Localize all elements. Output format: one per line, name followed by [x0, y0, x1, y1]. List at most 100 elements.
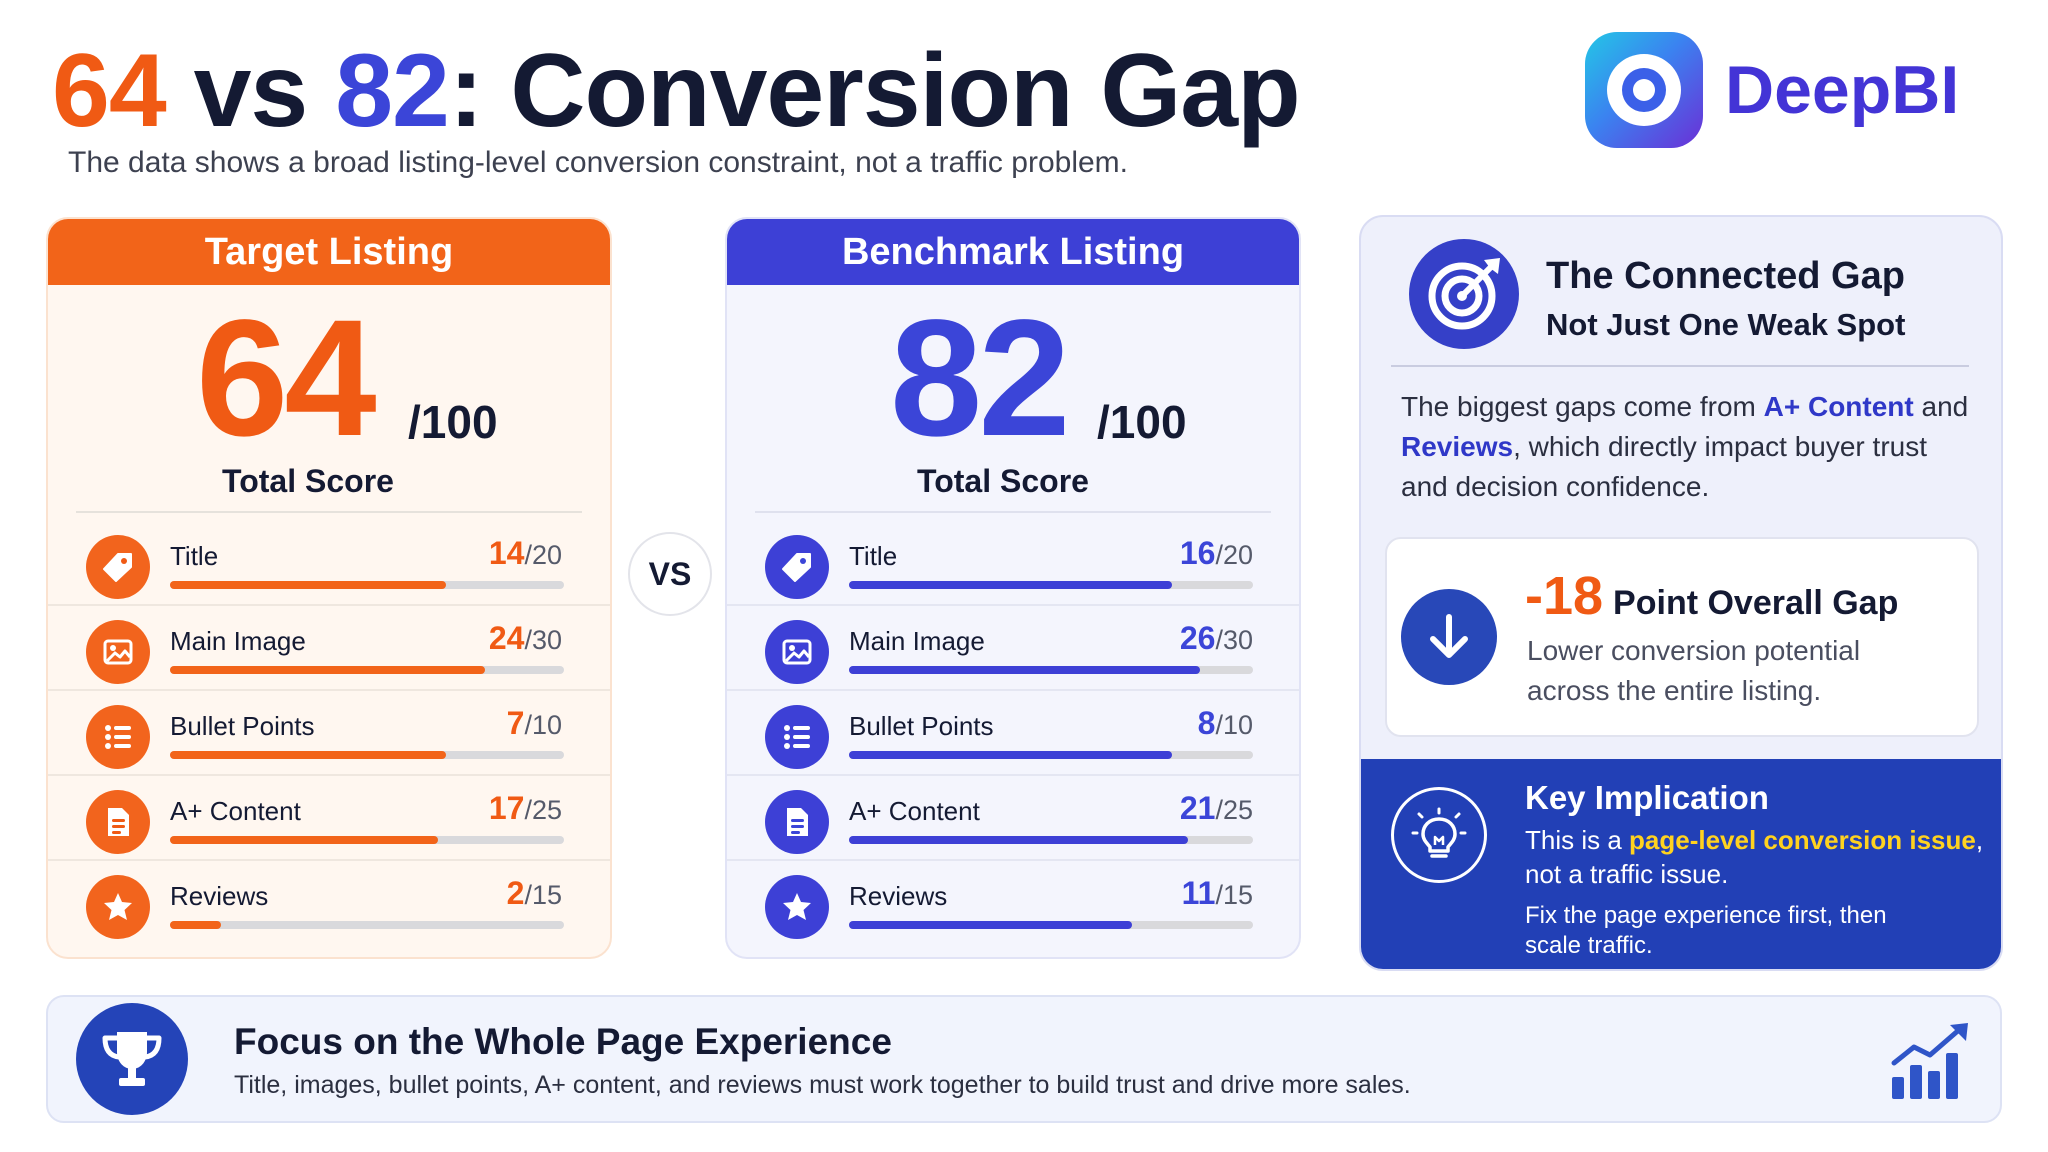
growth-chart-icon: [1891, 1023, 1968, 1099]
metric-score-value: 24: [488, 620, 525, 656]
metric-row-a-content: A+ Content 17/25: [48, 776, 610, 861]
progress-bar-fill: [849, 666, 1201, 674]
document-icon: [765, 790, 829, 854]
progress-bar-track: [849, 836, 1253, 844]
progress-bar-fill: [170, 921, 222, 929]
body-text: and: [1913, 391, 1969, 422]
metric-score-max: /10: [1215, 710, 1253, 740]
highlight-aplus: A+ Content: [1763, 391, 1914, 422]
metric-score: 26/30: [1180, 620, 1253, 657]
progress-bar-fill: [170, 581, 446, 589]
progress-bar-track: [170, 581, 564, 589]
implication-title: Key Implication: [1525, 779, 1769, 816]
metric-score-value: 2: [506, 875, 525, 911]
metric-score-value: 17: [488, 790, 525, 826]
metric-label: Title: [170, 541, 219, 571]
metric-row-bullet-points: Bullet Points 8/10: [727, 691, 1299, 776]
brand-name: DeepBI: [1725, 52, 1960, 128]
page-title: 64 vs 82: Conversion Gap: [52, 26, 1301, 156]
benchmark-listing-card: Benchmark Listing 82 /100 Total Score Ti…: [725, 217, 1301, 959]
key-implication-box: Key Implication This is a page-level con…: [1361, 759, 2001, 969]
star-icon: [86, 875, 150, 939]
body-text: This is a: [1525, 825, 1630, 855]
metric-score-value: 16: [1179, 535, 1216, 571]
metric-score: 16/20: [1180, 535, 1253, 572]
target-score-max: /100: [408, 396, 498, 448]
highlight-reviews: Reviews: [1401, 431, 1514, 462]
implication-advice: Fix the page experience first, then scal…: [1525, 902, 1887, 959]
metric-score: 14/20: [489, 535, 562, 572]
title-rest: : Conversion Gap: [448, 33, 1301, 149]
gap-panel-title: The Connected Gap: [1546, 255, 1905, 297]
progress-bar-fill: [849, 921, 1132, 929]
progress-bar-track: [170, 836, 564, 844]
brand: DeepBI: [1585, 32, 1959, 148]
gap-panel-subtitle: Not Just One Weak Spot: [1546, 307, 1906, 342]
title-vs: vs: [193, 33, 309, 149]
progress-bar-track: [170, 751, 564, 759]
gap-value: -18: [1525, 566, 1604, 626]
metric-row-main-image: Main Image 26/30: [727, 606, 1299, 691]
progress-bar-fill: [849, 836, 1189, 844]
lightbulb-icon: [1391, 787, 1487, 883]
gap-label: Point Overall Gap: [1613, 584, 1899, 622]
overall-gap-title: -18 Point Overall Gap: [1525, 565, 1898, 627]
progress-bar-fill: [170, 751, 446, 759]
metric-score-max: /10: [524, 710, 562, 740]
metric-label: Reviews: [849, 881, 948, 911]
focus-banner: Focus on the Whole Page Experience Title…: [46, 995, 2002, 1123]
progress-bar-track: [849, 921, 1253, 929]
target-card-heading: Target Listing: [48, 219, 610, 285]
metric-score-value: 21: [1179, 790, 1216, 826]
document-icon: [86, 790, 150, 854]
target-score-line: 64 /100: [48, 286, 610, 471]
metric-score-max: /30: [1215, 625, 1253, 655]
metric-row-a-content: A+ Content 21/25: [727, 776, 1299, 861]
divider: [1391, 365, 1969, 367]
metric-row-title: Title 14/20: [48, 521, 610, 606]
metric-row-title: Title 16/20: [727, 521, 1299, 606]
benchmark-score-label: Total Score: [917, 463, 1089, 499]
metric-score-value: 26: [1179, 620, 1216, 656]
metric-row-bullet-points: Bullet Points 7/10: [48, 691, 610, 776]
metric-score: 8/10: [1198, 705, 1253, 742]
metric-score-max: /30: [524, 625, 562, 655]
vs-badge: VS: [628, 532, 712, 616]
progress-bar-fill: [849, 751, 1173, 759]
metric-score-max: /20: [524, 540, 562, 570]
metric-score-value: 14: [488, 535, 525, 571]
deepbi-logo-icon: [1585, 32, 1703, 148]
metric-score: 17/25: [489, 790, 562, 827]
arrow-down-icon: [1401, 589, 1497, 685]
metric-score: 7/10: [507, 705, 562, 742]
target-icon: [1409, 239, 1519, 349]
metric-row-main-image: Main Image 24/30: [48, 606, 610, 691]
page-subtitle: The data shows a broad listing-level con…: [68, 146, 1128, 179]
metric-label: Main Image: [170, 626, 306, 656]
banner-title: Focus on the Whole Page Experience: [234, 1021, 892, 1062]
image-icon: [765, 620, 829, 684]
gap-panel-body: The biggest gaps come from A+ Content an…: [1401, 387, 1971, 507]
target-total-score: 64: [196, 286, 377, 471]
metric-score: 21/25: [1180, 790, 1253, 827]
metric-score-value: 8: [1197, 705, 1216, 741]
metric-label: Reviews: [170, 881, 269, 911]
progress-bar-fill: [170, 666, 486, 674]
metric-label: Title: [849, 541, 898, 571]
divider: [755, 511, 1271, 513]
metric-score: 2/15: [507, 875, 562, 912]
body-text: , not a traffic issue.: [1525, 825, 1984, 889]
benchmark-metrics-list: Title 16/20 Main Image 26/30 Bullet Points 8/…: [727, 521, 1299, 946]
image-icon: [86, 620, 150, 684]
metric-score: 24/30: [489, 620, 562, 657]
title-benchmark-score: 82: [335, 33, 450, 149]
progress-bar-fill: [170, 836, 438, 844]
overall-gap-description: Lower conversion potential across the en…: [1527, 635, 1861, 706]
star-icon: [765, 875, 829, 939]
implication-text: This is a page-level conversion issue, n…: [1525, 823, 1995, 891]
metric-row-reviews: Reviews 11/15: [727, 861, 1299, 946]
list-icon: [765, 705, 829, 769]
metric-score-max: /15: [524, 880, 562, 910]
metric-label: A+ Content: [170, 796, 301, 826]
progress-bar-fill: [849, 581, 1173, 589]
